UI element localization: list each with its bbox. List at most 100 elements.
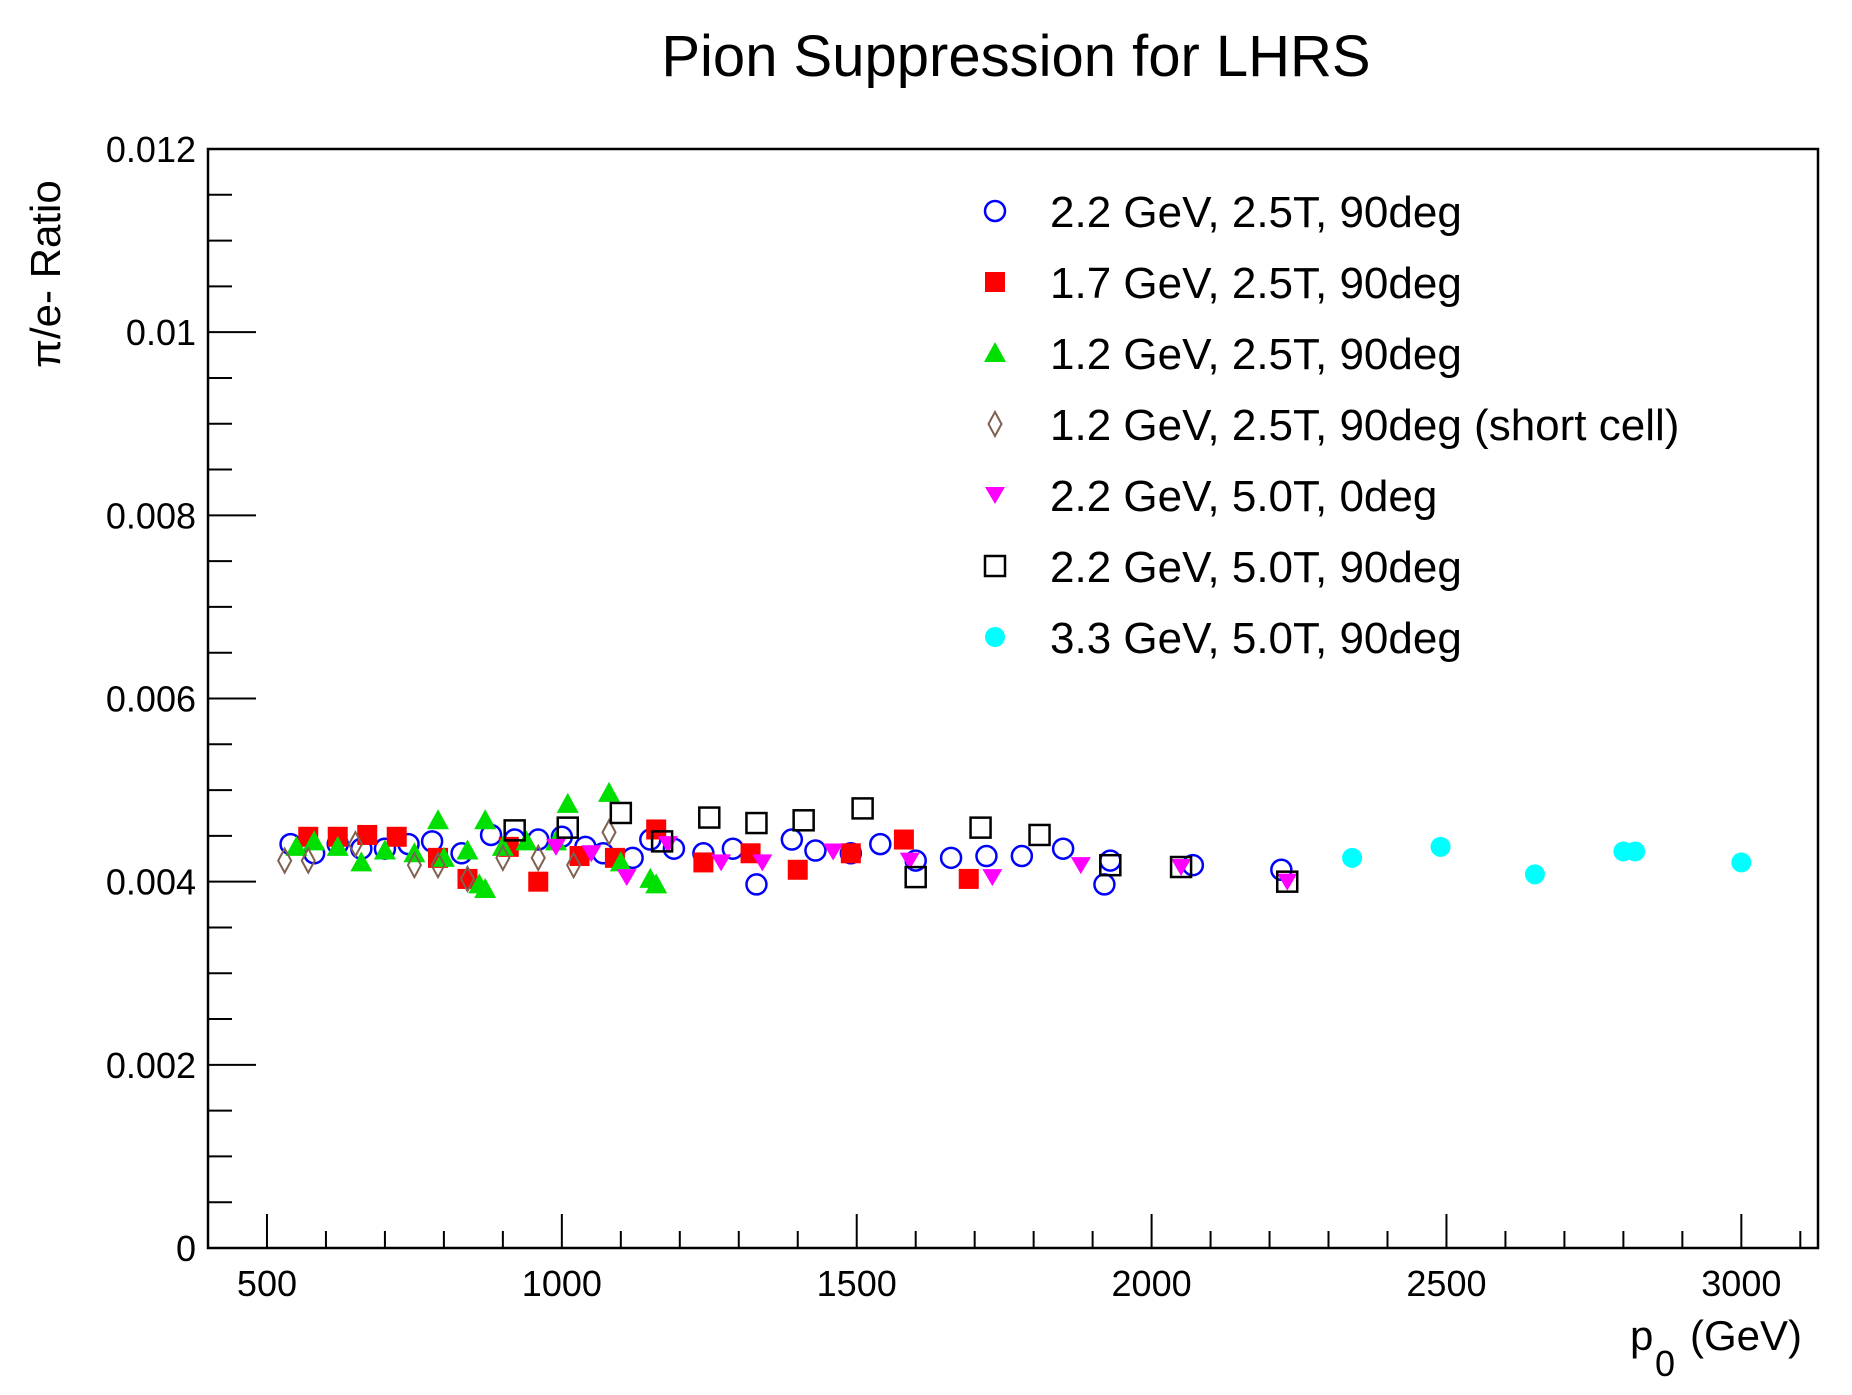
plot-frame [206, 147, 1820, 1250]
y-tick-label: 0.002 [106, 1045, 196, 1086]
legend-marker [987, 409, 1003, 439]
data-point [303, 830, 326, 851]
data-point [459, 864, 476, 894]
data-point [598, 781, 621, 802]
data-point [474, 877, 497, 898]
data-point [432, 846, 455, 867]
data-point [792, 809, 815, 832]
legend-item: 1.2 GeV, 2.5T, 90deg [984, 330, 1462, 379]
legend: 2.2 GeV, 2.5T, 90deg 1.7 GeV, 2.5T, 90deg… [983, 188, 1679, 663]
data-point [503, 819, 526, 842]
data-point [745, 811, 768, 835]
data-point [851, 797, 874, 820]
data-point [556, 816, 579, 839]
data-point [1051, 837, 1075, 860]
data-point [1275, 870, 1299, 893]
data-point [495, 843, 511, 872]
legend-marker [985, 487, 1005, 504]
data-point [430, 851, 446, 880]
y-tick-label: 0 [176, 1228, 196, 1269]
data-point [1342, 847, 1363, 868]
data-point [752, 854, 773, 872]
data-point [373, 839, 396, 860]
data-point [1070, 857, 1091, 875]
legend-marker [985, 272, 1005, 292]
data-point [386, 826, 407, 847]
data-point [1625, 841, 1646, 862]
data-point [601, 818, 617, 847]
series-2 [298, 819, 979, 892]
data-point [904, 865, 927, 889]
x-tick-label: 1000 [522, 1263, 602, 1304]
data-point [569, 846, 590, 867]
x-axis-label-main: p [1630, 1312, 1653, 1359]
data-point [1169, 855, 1193, 879]
legend-label: 1.2 GeV, 2.5T, 90deg [1050, 330, 1462, 379]
data-point [645, 873, 668, 894]
data-point [869, 832, 892, 856]
data-point [326, 835, 349, 856]
data-point [1028, 823, 1051, 847]
data-point [975, 844, 998, 868]
x-tick-label: 2500 [1406, 1263, 1486, 1304]
data-point [840, 843, 861, 864]
data-point [969, 816, 992, 839]
data-point [1524, 864, 1545, 885]
data-point [1010, 844, 1034, 868]
data-point [693, 852, 714, 873]
x-axis-label-unit: (GeV) [1690, 1312, 1802, 1359]
legend-label: 3.3 GeV, 5.0T, 90deg [1050, 614, 1462, 663]
data-point [427, 809, 449, 830]
x-tick-label: 2000 [1112, 1263, 1192, 1304]
data-point [1731, 852, 1752, 873]
data-point [457, 868, 478, 889]
x-tick-label: 1500 [817, 1263, 897, 1304]
series-4 [277, 818, 617, 894]
legend-item: 1.2 GeV, 2.5T, 90deg (short cell) [987, 401, 1679, 450]
data-point [528, 871, 549, 892]
x-tick-label: 500 [237, 1263, 297, 1304]
data-point [277, 846, 293, 875]
data-point [780, 828, 804, 851]
series-6 [503, 797, 1299, 893]
data-point [650, 830, 674, 853]
y-tick-label: 0.01 [126, 312, 196, 353]
data-point [1430, 836, 1451, 857]
legend-item: 2.2 GeV, 2.5T, 90deg [983, 188, 1462, 237]
data-point [823, 843, 844, 861]
data-point [474, 809, 497, 830]
x-axis-label: p 0 (GeV) [1630, 1312, 1802, 1384]
data-point [1099, 853, 1122, 877]
data-point [515, 830, 538, 851]
x-axis: 500 1000 1500 2000 2500 3000 [237, 1214, 1802, 1304]
y-axis: 0 0.002 0.004 0.006 0.008 0.01 0.012 [106, 129, 256, 1269]
legend-item: 2.2 GeV, 5.0T, 90deg [983, 543, 1462, 592]
data-point [745, 873, 768, 896]
y-axis-label: π/e- Ratio [22, 180, 69, 368]
data-point [347, 830, 364, 859]
data-point [958, 868, 979, 889]
data-point [566, 851, 582, 880]
data-point [285, 835, 308, 856]
data-point [530, 843, 546, 872]
legend-marker [985, 627, 1005, 647]
data-point [982, 869, 1003, 887]
chart-title: Pion Suppression for LHRS [661, 24, 1370, 89]
y-tick-label: 0.008 [106, 495, 196, 536]
data-point [1277, 873, 1298, 891]
legend-label: 2.2 GeV, 2.5T, 90deg [1050, 188, 1462, 237]
data-point [609, 851, 632, 872]
y-tick-label: 0.004 [106, 862, 196, 903]
data-point [456, 839, 479, 860]
legend-marker [983, 199, 1007, 223]
legend-item: 3.3 GeV, 5.0T, 90deg [985, 614, 1462, 663]
x-axis-label-subscript: 0 [1655, 1343, 1675, 1384]
legend-label: 1.2 GeV, 2.5T, 90deg (short cell) [1050, 401, 1679, 450]
legend-label: 1.7 GeV, 2.5T, 90deg [1050, 259, 1462, 308]
y-tick-label: 0.006 [106, 679, 196, 720]
data-point [804, 839, 827, 862]
data-point [545, 838, 566, 856]
plot-area [206, 147, 1820, 1250]
